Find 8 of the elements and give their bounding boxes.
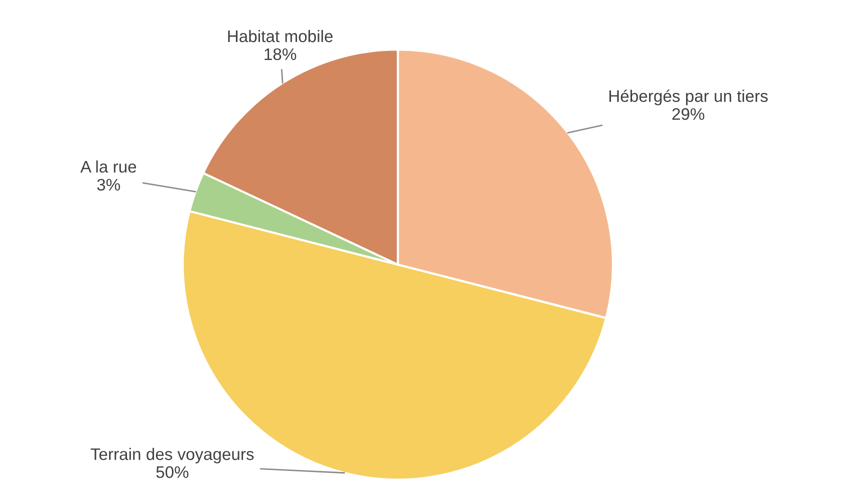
slice-label: Habitat mobile	[228, 30, 333, 42]
data-label: 50%	[156, 466, 188, 478]
data-label: 3%	[97, 178, 120, 191]
slice-label: Terrain des voyageurs	[90, 448, 254, 464]
data-label: 29%	[672, 108, 704, 120]
slice-label: Hébergés par un tiers	[609, 90, 768, 106]
slice-label: A la rue	[80, 160, 136, 173]
data-label: 18%	[264, 48, 296, 60]
